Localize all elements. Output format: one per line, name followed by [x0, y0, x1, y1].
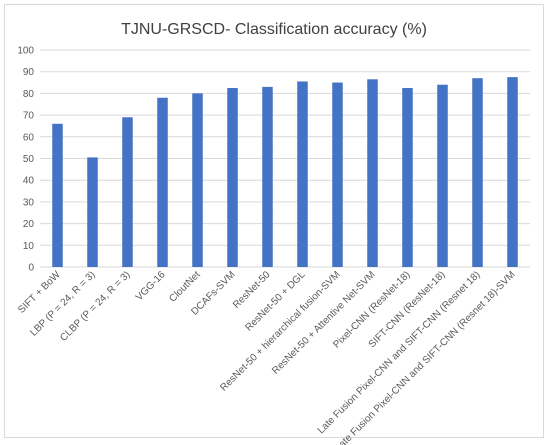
y-tick-label: 100 — [17, 46, 34, 57]
y-tick-label: 0 — [28, 263, 34, 274]
y-tick-label: 50 — [23, 154, 35, 165]
x-tick-label: VGG-16 — [134, 269, 168, 303]
y-tick-label: 40 — [23, 176, 35, 187]
chart-title: TJNU-GRSCD- Classification accuracy (%) — [121, 21, 427, 38]
x-tick-label: Late Fusion Pixel-CNN and SIFT-CNN (Resn… — [316, 269, 483, 436]
bar — [402, 87, 413, 267]
bar — [157, 97, 168, 268]
bar — [332, 82, 343, 267]
x-tick-label: ResNet-50 + DGL — [243, 269, 307, 333]
y-tick-label: 30 — [23, 197, 35, 208]
y-tick-label: 10 — [23, 241, 35, 252]
bar — [122, 117, 133, 268]
bar — [367, 79, 378, 267]
bar — [87, 157, 98, 267]
bar — [262, 86, 273, 267]
bar — [227, 87, 238, 267]
x-tick-label: CLBP (P = 24, R = 3) — [58, 269, 132, 343]
y-tick-label: 80 — [23, 89, 35, 100]
x-tick-label: CloutNet — [167, 269, 202, 304]
bar — [192, 93, 203, 268]
bar — [52, 123, 63, 267]
bar — [437, 84, 448, 267]
y-tick-label: 20 — [23, 219, 35, 230]
x-tick-label: LBP (P = 24, R = 3) — [28, 269, 97, 338]
bar — [297, 81, 308, 267]
bar — [472, 78, 483, 268]
y-tick-label: 60 — [23, 132, 35, 143]
y-tick-label: 70 — [23, 111, 35, 122]
bar — [507, 77, 518, 267]
y-tick-label: 90 — [23, 67, 35, 78]
